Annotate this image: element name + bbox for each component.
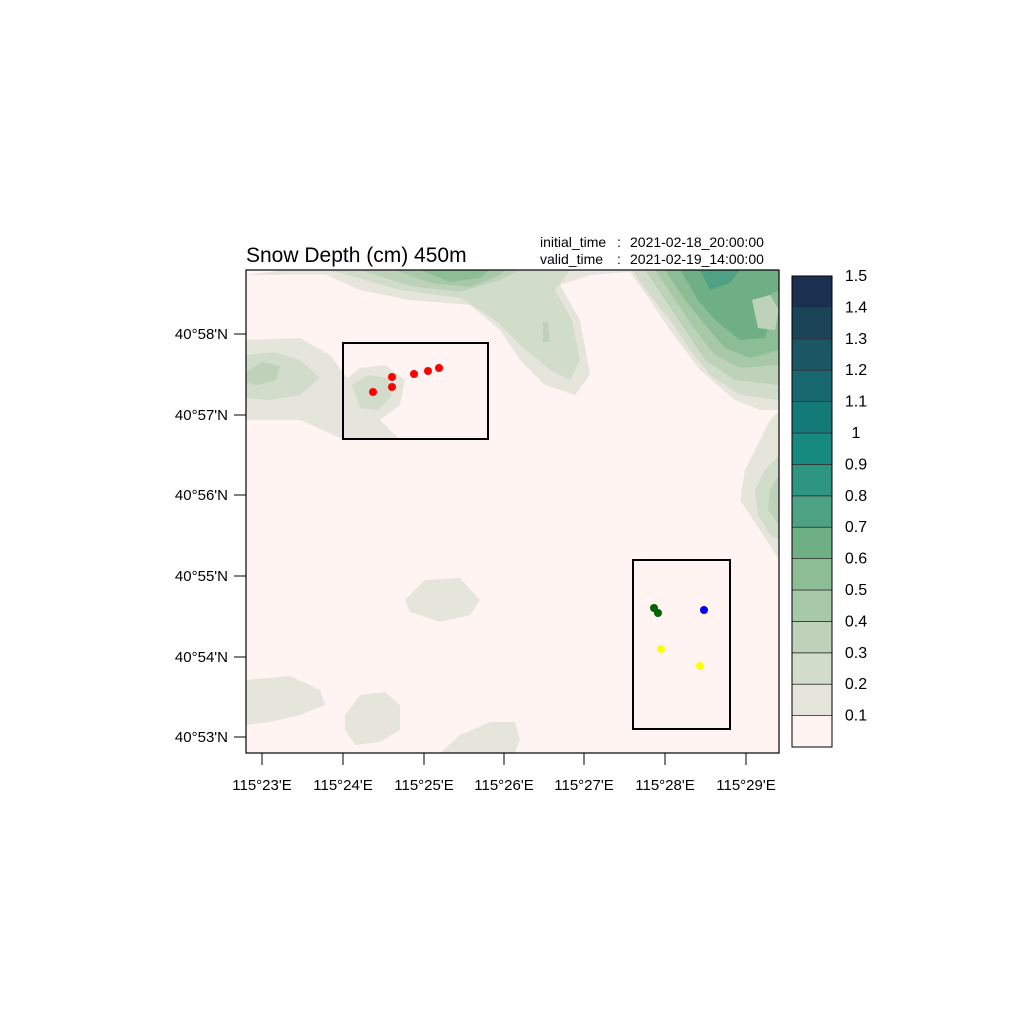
contour-sw-1 xyxy=(246,676,325,725)
contour-top-band-0.2 xyxy=(330,270,580,380)
station-marker-red xyxy=(435,364,443,372)
x-tick-label: 115°27'E xyxy=(554,777,613,794)
colorbar-label: 0.3 xyxy=(845,645,867,662)
x-tick-label: 115°24'E xyxy=(313,777,372,794)
x-tick-label: 115°25'E xyxy=(394,777,453,794)
contour-ne-0.7 xyxy=(700,270,740,290)
contour-top-band-0.5 xyxy=(420,270,490,282)
valid-time-colon: : xyxy=(617,251,621,267)
colorbar-label: 0.2 xyxy=(845,676,867,693)
colorbar-label: 1.1 xyxy=(845,394,867,411)
y-tick-label: 40°57'N xyxy=(175,407,228,424)
colorbar-swatch xyxy=(791,526,833,560)
contour-e-0.2 xyxy=(755,455,779,540)
colorbar-label: 0.8 xyxy=(845,488,867,505)
x-tick-label: 115°28'E xyxy=(635,777,694,794)
colorbar-label: 0.4 xyxy=(845,613,867,630)
initial-time-label: initial_time xyxy=(540,234,606,250)
colorbar-label: 0.5 xyxy=(845,582,867,599)
colorbar-swatch xyxy=(791,589,833,622)
station-marker-red xyxy=(388,373,396,381)
station-marker-red xyxy=(424,367,432,375)
station-marker-blue xyxy=(700,606,708,614)
contour-top-band-0.1b xyxy=(246,270,779,410)
y-tick-label: 40°55'N xyxy=(175,568,228,585)
colorbar-swatch xyxy=(791,338,833,371)
y-tick-label: 40°58'N xyxy=(175,326,228,343)
colorbar-swatch xyxy=(791,621,833,654)
contour-ne-0.6 xyxy=(680,270,779,340)
contour-sw-2 xyxy=(345,692,400,745)
colorbar-label: 1.5 xyxy=(845,268,867,285)
station-markers xyxy=(369,364,708,670)
initial-time-colon: : xyxy=(617,234,621,250)
colorbar-swatch xyxy=(791,495,833,528)
y-tick-label: 40°53'N xyxy=(175,729,228,746)
contour-s-bottom xyxy=(440,722,520,753)
y-axis: 40°58'N 40°57'N 40°56'N 40°55'N 40°54'N … xyxy=(175,326,246,746)
colorbar-swatch xyxy=(791,275,833,308)
colorbar-swatch xyxy=(791,401,833,434)
x-tick-label: 115°26'E xyxy=(474,777,533,794)
contour-e-0.3 xyxy=(768,475,779,525)
contour-s-center xyxy=(405,578,480,622)
colorbar-label: 1 xyxy=(852,425,861,442)
initial-time-value: 2021-02-18_20:00:00 xyxy=(630,234,764,250)
contour-ne-pocket xyxy=(752,295,779,330)
station-marker-yellow xyxy=(657,645,665,653)
colorbar: 0.1 0.2 0.3 0.4 0.5 0.6 0.7 0.8 0.9 1 1.1 1.2 1.3 1.4… xyxy=(791,268,867,748)
colorbar-swatch xyxy=(791,715,833,748)
valid-time-value: 2021-02-19_14:00:00 xyxy=(630,251,764,267)
y-tick-label: 40°56'N xyxy=(175,487,228,504)
colorbar-label: 0.6 xyxy=(845,551,867,568)
colorbar-swatch xyxy=(791,306,833,340)
colorbar-swatch xyxy=(791,369,833,403)
snow-depth-field xyxy=(246,270,779,753)
colorbar-label: 0.9 xyxy=(845,456,867,473)
station-marker-yellow xyxy=(696,662,704,670)
contour-w-0.3 xyxy=(246,362,280,385)
station-marker-red xyxy=(369,388,377,396)
colorbar-swatch xyxy=(791,683,833,717)
station-marker-red xyxy=(410,370,418,378)
region-box-northwest xyxy=(342,342,489,440)
colorbar-label: 1.4 xyxy=(845,299,867,316)
y-tick-label: 40°54'N xyxy=(175,649,228,666)
colorbar-label: 1.3 xyxy=(845,331,867,348)
region-box-southeast xyxy=(632,559,731,730)
station-marker-red xyxy=(388,383,396,391)
colorbar-label: 1.2 xyxy=(845,362,867,379)
contour-small-mid xyxy=(543,322,550,342)
x-tick-label: 115°23'E xyxy=(232,777,291,794)
colorbar-swatch xyxy=(791,432,833,465)
colorbar-swatch xyxy=(791,652,833,685)
colorbar-label: 0.7 xyxy=(845,519,867,536)
colorbar-swatch xyxy=(791,558,833,591)
map-title: Snow Depth (cm) 450m xyxy=(246,244,467,267)
plot-frame xyxy=(245,269,780,754)
colorbar-label: 0.1 xyxy=(845,708,867,725)
colorbar-swatch xyxy=(791,463,833,497)
x-tick-label: 115°29'E xyxy=(716,777,775,794)
station-marker-green xyxy=(654,609,662,617)
colorbar-frame xyxy=(791,275,833,748)
x-axis: 115°23'E 115°24'E 115°25'E 115°26'E 115°… xyxy=(232,753,776,794)
valid-time-label: valid_time xyxy=(540,251,603,267)
